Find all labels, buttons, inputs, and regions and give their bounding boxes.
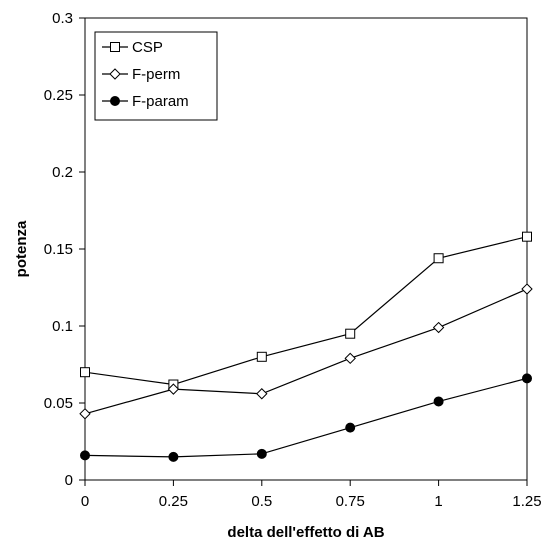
data-point-f-perm <box>344 352 356 365</box>
y-tick-label: 0.2 <box>52 164 73 181</box>
legend-item-csp: CSP <box>102 39 163 56</box>
series-line-csp <box>84 236 528 386</box>
x-tick-label: 0.75 <box>336 493 365 510</box>
data-point-f-param <box>256 448 267 459</box>
y-tick-label: 0.05 <box>44 395 73 412</box>
data-point-f-perm <box>521 283 533 295</box>
data-point-f-param <box>345 422 356 433</box>
data-point-f-param <box>168 451 179 462</box>
data-point-f-param <box>80 450 90 461</box>
x-axis-title: delta dell'effetto di AB <box>227 524 384 541</box>
legend-marker <box>110 42 120 52</box>
data-point-f-perm <box>79 408 91 420</box>
x-tick-label: 1.25 <box>512 493 541 510</box>
y-tick-label: 0 <box>65 472 73 489</box>
data-point-f-perm <box>432 321 445 334</box>
series-f-perm <box>79 283 533 420</box>
y-tick-label: 0.3 <box>52 10 73 27</box>
legend-label: F-perm <box>132 66 180 83</box>
legend-marker <box>110 96 120 106</box>
data-point-f-perm <box>256 388 268 400</box>
legend-item-f-param: F-param <box>102 93 189 110</box>
x-axis: 0 0.25 0.5 0.75 1 1.25 <box>81 480 542 510</box>
series-layer <box>79 231 533 462</box>
legend-item-f-perm: F-perm <box>102 66 180 83</box>
y-axis-title: potenza <box>13 220 30 277</box>
y-tick-label: 0.15 <box>44 241 73 258</box>
legend-marker <box>109 68 121 80</box>
data-point-f-param <box>522 373 532 384</box>
data-point-csp <box>80 367 90 378</box>
y-tick-label: 0.25 <box>44 87 73 104</box>
y-tick-label: 0.1 <box>52 318 73 335</box>
data-point-f-param <box>433 396 444 407</box>
x-tick-label: 0 <box>81 493 89 510</box>
legend: CSP F-perm F-param <box>94 31 218 121</box>
legend-label: CSP <box>132 39 163 56</box>
series-line-f-perm <box>84 288 528 415</box>
data-point-csp <box>522 231 532 242</box>
data-point-csp <box>345 328 356 339</box>
data-point-csp <box>256 351 267 362</box>
legend-label: F-param <box>132 93 189 110</box>
y-axis: 0 0.05 0.1 0.15 0.2 0.25 0.3 <box>44 10 85 489</box>
data-point-f-perm <box>167 383 180 395</box>
data-point-csp <box>433 253 444 264</box>
series-line-f-param <box>84 377 528 458</box>
series-f-param <box>80 373 532 462</box>
x-tick-label: 0.5 <box>251 493 272 510</box>
x-tick-label: 0.25 <box>159 493 188 510</box>
x-tick-label: 1 <box>434 493 442 510</box>
